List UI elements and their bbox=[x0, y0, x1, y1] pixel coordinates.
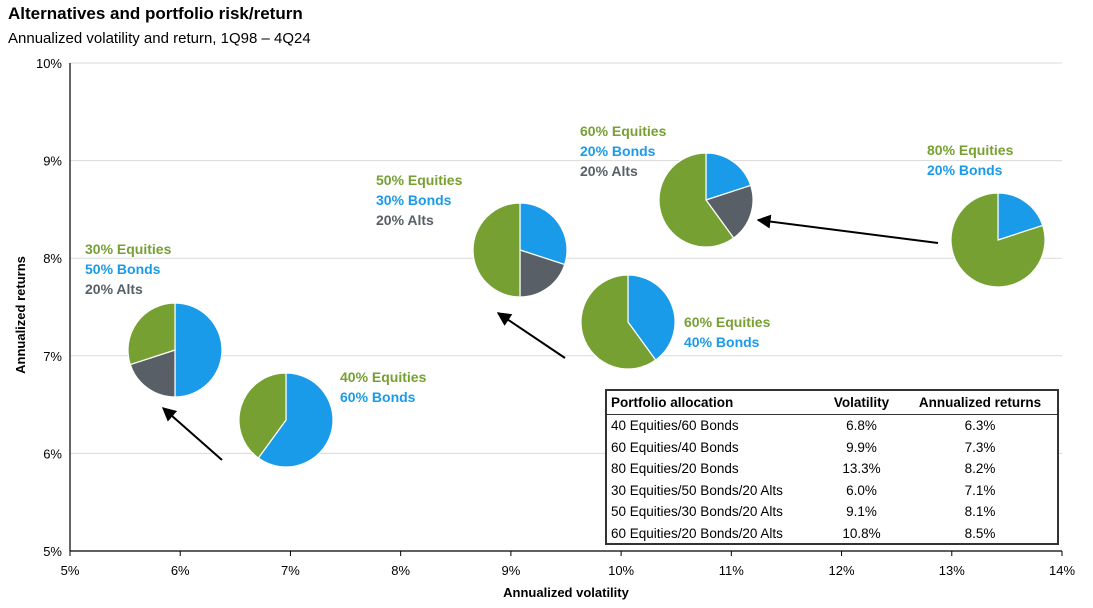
table-row: 80 Equities/20 Bonds 13.3% 8.2% bbox=[607, 458, 1057, 480]
arrow bbox=[161, 407, 223, 461]
pie-60-equities-40-bonds bbox=[580, 274, 676, 370]
cell-return: 7.1% bbox=[964, 482, 996, 498]
point-labels: 40% Equities 60% Bonds 30% Equities 50% Bon… bbox=[85, 123, 1014, 405]
cell-return: 8.2% bbox=[964, 461, 996, 477]
cell-allocation: 40 Equities/60 Bonds bbox=[611, 418, 739, 434]
y-tick-label: 9% bbox=[43, 154, 62, 169]
cell-return: 6.3% bbox=[964, 418, 996, 434]
y-tick-label: 8% bbox=[43, 251, 62, 266]
x-tick-label: 6% bbox=[171, 563, 190, 578]
pie-30-equities-50-bonds-20-alts bbox=[127, 302, 223, 398]
cell-return: 7.3% bbox=[964, 439, 996, 455]
point-label-bonds: 60% Bonds bbox=[340, 389, 416, 405]
axes: 5% 6% 7% 8% 9% 10% 5% 6% 7% 8% 9% 10% 11% 12% 13% 14% An… bbox=[13, 56, 1075, 600]
chart-subtitle: Annualized volatility and return, 1Q98 –… bbox=[8, 30, 311, 47]
point-label-equities: 40% Equities bbox=[340, 369, 427, 385]
point-label-bonds: 30% Bonds bbox=[376, 192, 452, 208]
table-row: 30 Equities/50 Bonds/20 Alts 6.0% 7.1% bbox=[607, 480, 1057, 502]
point-label-alts: 20% Alts bbox=[376, 212, 434, 228]
point-label-bonds: 50% Bonds bbox=[85, 261, 161, 277]
pie-slice-alts bbox=[519, 249, 566, 298]
point-label-alts: 20% Alts bbox=[85, 281, 143, 297]
cell-allocation: 60 Equities/20 Bonds/20 Alts bbox=[611, 525, 783, 541]
pie-slice-equities bbox=[238, 372, 287, 459]
point-label-equities: 30% Equities bbox=[85, 241, 172, 257]
x-axis-title: Annualized volatility bbox=[503, 585, 629, 600]
y-tick-label: 6% bbox=[43, 446, 62, 461]
pie-slice-equities bbox=[658, 152, 735, 248]
x-tick-label: 9% bbox=[501, 563, 520, 578]
point-label-bonds: 20% Bonds bbox=[580, 143, 656, 159]
table-row: 60 Equities/40 Bonds 9.9% 7.3% bbox=[607, 437, 1057, 459]
header-volatility: Volatility bbox=[820, 391, 903, 415]
cell-allocation: 80 Equities/20 Bonds bbox=[611, 461, 739, 477]
point-label-equities: 60% Equities bbox=[684, 314, 771, 330]
cell-volatility: 9.9% bbox=[846, 439, 877, 455]
pie-slice-alts bbox=[705, 184, 754, 239]
x-tick-label: 5% bbox=[61, 563, 80, 578]
pie-slice-bonds bbox=[627, 274, 676, 361]
point-label-alts: 20% Alts bbox=[580, 163, 638, 179]
pie-50-equities-30-bonds-20-alts bbox=[472, 202, 568, 298]
pies bbox=[127, 152, 1046, 468]
x-tick-label: 11% bbox=[719, 563, 744, 578]
x-tick-label: 12% bbox=[829, 563, 855, 578]
cell-volatility: 10.8% bbox=[842, 525, 881, 541]
pie-60-equities-20-bonds-20-alts bbox=[658, 152, 754, 248]
table-row: 40 Equities/60 Bonds 6.8% 6.3% bbox=[607, 415, 1057, 437]
x-tick-label: 10% bbox=[608, 563, 634, 578]
header-portfolio-allocation: Portfolio allocation bbox=[607, 391, 820, 415]
cell-volatility: 6.0% bbox=[846, 482, 877, 498]
pie-slice-equities bbox=[472, 202, 521, 298]
point-label-equities: 50% Equities bbox=[376, 172, 463, 188]
y-tick-label: 7% bbox=[43, 349, 62, 364]
header-annualized-returns: Annualized returns bbox=[903, 391, 1057, 415]
point-label-bonds: 20% Bonds bbox=[927, 162, 1003, 178]
cell-allocation: 30 Equities/50 Bonds/20 Alts bbox=[611, 482, 783, 498]
table-row: 60 Equities/20 Bonds/20 Alts 10.8% 8.5% bbox=[607, 523, 1057, 545]
y-tick-label: 5% bbox=[43, 544, 62, 559]
pie-40-equities-60-bonds bbox=[238, 372, 334, 468]
pie-slice-equities bbox=[580, 274, 657, 370]
cell-return: 8.5% bbox=[964, 525, 996, 541]
x-tick-label: 7% bbox=[281, 563, 300, 578]
chart-title: Alternatives and portfolio risk/return bbox=[8, 4, 303, 23]
x-tick-label: 8% bbox=[391, 563, 410, 578]
arrow bbox=[496, 312, 566, 359]
cell-allocation: 50 Equities/30 Bonds/20 Alts bbox=[611, 504, 783, 520]
x-tick-label: 14% bbox=[1049, 563, 1075, 578]
allocation-table: Portfolio allocation Volatility Annualiz… bbox=[605, 389, 1059, 545]
arrows bbox=[161, 214, 939, 461]
point-label-equities: 60% Equities bbox=[580, 123, 667, 139]
pie-slice-bonds bbox=[174, 302, 223, 398]
y-axis-title: Annualized returns bbox=[13, 256, 28, 374]
cell-allocation: 60 Equities/40 Bonds bbox=[611, 439, 739, 455]
x-tick-label: 13% bbox=[939, 563, 965, 578]
pie-slice-bonds bbox=[257, 372, 334, 468]
pie-slice-bonds bbox=[519, 202, 568, 266]
pie-80-equities-20-bonds bbox=[950, 192, 1046, 288]
cell-volatility: 9.1% bbox=[846, 504, 877, 520]
cell-volatility: 6.8% bbox=[846, 418, 877, 434]
pie-slice-equities bbox=[950, 192, 1046, 288]
cell-return: 8.1% bbox=[964, 504, 996, 520]
table-row: 50 Equities/30 Bonds/20 Alts 9.1% 8.1% bbox=[607, 501, 1057, 523]
pie-slice-equities bbox=[127, 302, 176, 366]
pie-slice-alts bbox=[129, 349, 176, 398]
point-label-equities: 80% Equities bbox=[927, 142, 1014, 158]
y-tick-label: 10% bbox=[36, 56, 62, 71]
table-header-row: Portfolio allocation Volatility Annualiz… bbox=[607, 391, 1057, 415]
pie-slice-bonds bbox=[997, 192, 1044, 241]
cell-volatility: 13.3% bbox=[842, 461, 881, 477]
arrow bbox=[756, 214, 939, 244]
point-label-bonds: 40% Bonds bbox=[684, 334, 760, 350]
pie-slice-bonds bbox=[705, 152, 752, 201]
